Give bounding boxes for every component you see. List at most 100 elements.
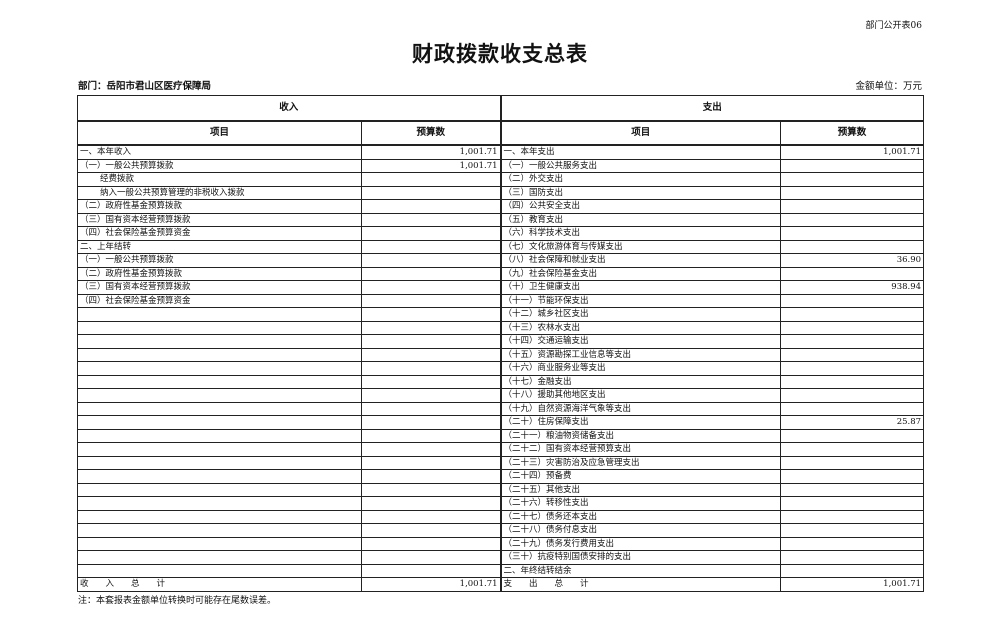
expense-value: 938.94 xyxy=(780,280,925,295)
table-row: （一）一般公共预算拨款 （八）社会保障和就业支出 36.90 xyxy=(77,253,925,268)
income-value xyxy=(360,239,502,254)
income-value xyxy=(360,185,502,200)
income-value xyxy=(360,455,502,470)
table-row: （十三）农林水支出 xyxy=(77,320,925,335)
expense-item: （四）公共安全支出 xyxy=(500,199,782,214)
income-value: 1,001.71 xyxy=(360,158,502,173)
expense-value xyxy=(780,334,925,349)
income-header: 收入 xyxy=(76,95,502,122)
expense-item: （二十九）债务发行费用支出 xyxy=(500,536,782,551)
expense-value xyxy=(780,482,925,497)
table-row: （十六）商业服务业等支出 xyxy=(77,361,925,376)
expense-item: （六）科学技术支出 xyxy=(500,226,782,241)
form-number: 部门公开表06 xyxy=(865,21,922,31)
income-item: （二）政府性基金预算拨款 xyxy=(77,266,362,281)
expense-item: （三十）抗疫特别国债安排的支出 xyxy=(500,550,782,565)
income-item xyxy=(77,442,362,457)
expense-item: （十二）城乡社区支出 xyxy=(500,307,782,322)
expense-value xyxy=(780,469,925,484)
footnote: 注：本套报表金额单位转换时可能存在尾数误差。 xyxy=(78,596,277,606)
expense-item: 二、年终结转结余 xyxy=(500,563,782,578)
expense-value xyxy=(780,307,925,322)
expense-item: （二十四）预备费 xyxy=(500,469,782,484)
table-row: （四）社会保险基金预算资金 （十一）节能环保支出 xyxy=(77,293,925,308)
income-value xyxy=(360,293,502,308)
expense-value xyxy=(780,455,925,470)
income-item: 二、上年结转 xyxy=(77,239,362,254)
income-value xyxy=(360,212,502,227)
expense-value xyxy=(780,320,925,335)
expense-item: （十九）自然资源海洋气象等支出 xyxy=(500,401,782,416)
table-row: 经费拨款 （二）外交支出 xyxy=(77,172,925,187)
table-row: （二）政府性基金预算拨款 （九）社会保险基金支出 xyxy=(77,266,925,281)
income-value xyxy=(360,563,502,578)
expense-item: （十五）资源勘探工业信息等支出 xyxy=(500,347,782,362)
table-row: 二、年终结转结余 xyxy=(77,563,925,578)
income-item: （三）国有资本经营预算拨款 xyxy=(77,212,362,227)
expense-item: （二十七）债务还本支出 xyxy=(500,509,782,524)
income-value xyxy=(360,482,502,497)
expense-value xyxy=(780,185,925,200)
expense-item: （十八）援助其他地区支出 xyxy=(500,388,782,403)
unit-label: 金额单位：万元 xyxy=(855,81,922,92)
expense-item: （三）国防支出 xyxy=(500,185,782,200)
expense-value xyxy=(780,347,925,362)
income-item xyxy=(77,388,362,403)
expense-item: （十七）金融支出 xyxy=(500,374,782,389)
table-row: （十八）援助其他地区支出 xyxy=(77,388,925,403)
expense-item: （二十八）债务付息支出 xyxy=(500,523,782,538)
expense-value xyxy=(780,442,925,457)
income-item xyxy=(77,469,362,484)
income-item xyxy=(77,374,362,389)
income-item xyxy=(77,334,362,349)
income-value xyxy=(360,199,502,214)
table-row: （十二）城乡社区支出 xyxy=(77,307,925,322)
table-row: （二）政府性基金预算拨款 （四）公共安全支出 xyxy=(77,199,925,214)
income-item-header: 项目 xyxy=(77,120,362,146)
page-title: 财政拨款收支总表 xyxy=(412,41,588,66)
expense-value xyxy=(780,361,925,376)
total-row: 收 入 总 计 1,001.71 支 出 总 计 1,001.71 xyxy=(77,577,925,592)
expense-item: （二）外交支出 xyxy=(500,172,782,187)
table-row: （二十四）预备费 xyxy=(77,469,925,484)
expense-item: （二十）住房保障支出 xyxy=(500,415,782,430)
income-item: （二）政府性基金预算拨款 xyxy=(77,199,362,214)
expense-item: （二十六）转移性支出 xyxy=(500,496,782,511)
expense-item: （七）文化旅游体育与传媒支出 xyxy=(500,239,782,254)
income-value xyxy=(360,496,502,511)
expense-item: （九）社会保险基金支出 xyxy=(500,266,782,281)
expense-item-header: 项目 xyxy=(500,120,782,146)
table-row: （二十一）粮油物资储备支出 xyxy=(77,428,925,443)
expense-item: （十四）交通运输支出 xyxy=(500,334,782,349)
income-item xyxy=(77,496,362,511)
income-item xyxy=(77,415,362,430)
income-value xyxy=(360,442,502,457)
expense-value xyxy=(780,266,925,281)
income-item xyxy=(77,509,362,524)
income-value xyxy=(360,320,502,335)
expense-item: （一）一般公共服务支出 xyxy=(500,158,782,173)
expense-total-value: 1,001.71 xyxy=(780,577,925,592)
income-item: （一）一般公共预算拨款 xyxy=(77,158,362,173)
expense-item: 一、本年支出 xyxy=(500,144,782,160)
expense-value xyxy=(780,212,925,227)
expense-value xyxy=(780,509,925,524)
expense-item: （五）教育支出 xyxy=(500,212,782,227)
income-item xyxy=(77,455,362,470)
expense-value xyxy=(780,428,925,443)
income-item xyxy=(77,563,362,578)
expense-value xyxy=(780,293,925,308)
income-value xyxy=(360,361,502,376)
income-value xyxy=(360,266,502,281)
income-item: （四）社会保险基金预算资金 xyxy=(77,293,362,308)
income-value xyxy=(360,334,502,349)
table-row: （二十二）国有资本经营预算支出 xyxy=(77,442,925,457)
income-item xyxy=(77,523,362,538)
expense-value: 1,001.71 xyxy=(780,144,925,160)
expense-header: 支出 xyxy=(500,95,925,122)
income-item: 纳入一般公共预算管理的非税收入拨款 xyxy=(77,185,362,200)
income-item xyxy=(77,428,362,443)
income-value xyxy=(360,172,502,187)
income-item: 一、本年收入 xyxy=(77,144,362,160)
income-value xyxy=(360,401,502,416)
